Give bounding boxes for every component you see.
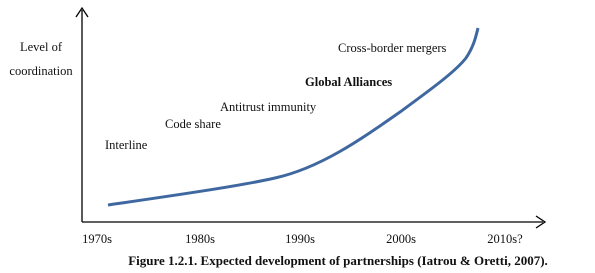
x-axis-label: 2010s? (487, 232, 523, 246)
stage-label: Global Alliances (305, 75, 392, 89)
development-curve (107, 27, 480, 207)
x-axis-label: 1980s (185, 232, 215, 246)
y-axis-arrow (75, 6, 89, 18)
y-axis-label: Level of (20, 40, 63, 54)
y-axis-label: coordination (9, 64, 73, 78)
stage-label: Antitrust immunity (220, 100, 317, 114)
caption: Figure 1.2.1. Expected development of pa… (128, 253, 548, 268)
stage-label: Interline (105, 138, 148, 152)
stage-label: Code share (165, 117, 221, 131)
x-axis-label: 1990s (285, 232, 315, 246)
x-axis-label: 2000s (386, 232, 416, 246)
stage-label: Cross-border mergers (338, 41, 447, 55)
x-axis-arrow (535, 215, 547, 229)
x-axis-label: 1970s (82, 232, 112, 246)
